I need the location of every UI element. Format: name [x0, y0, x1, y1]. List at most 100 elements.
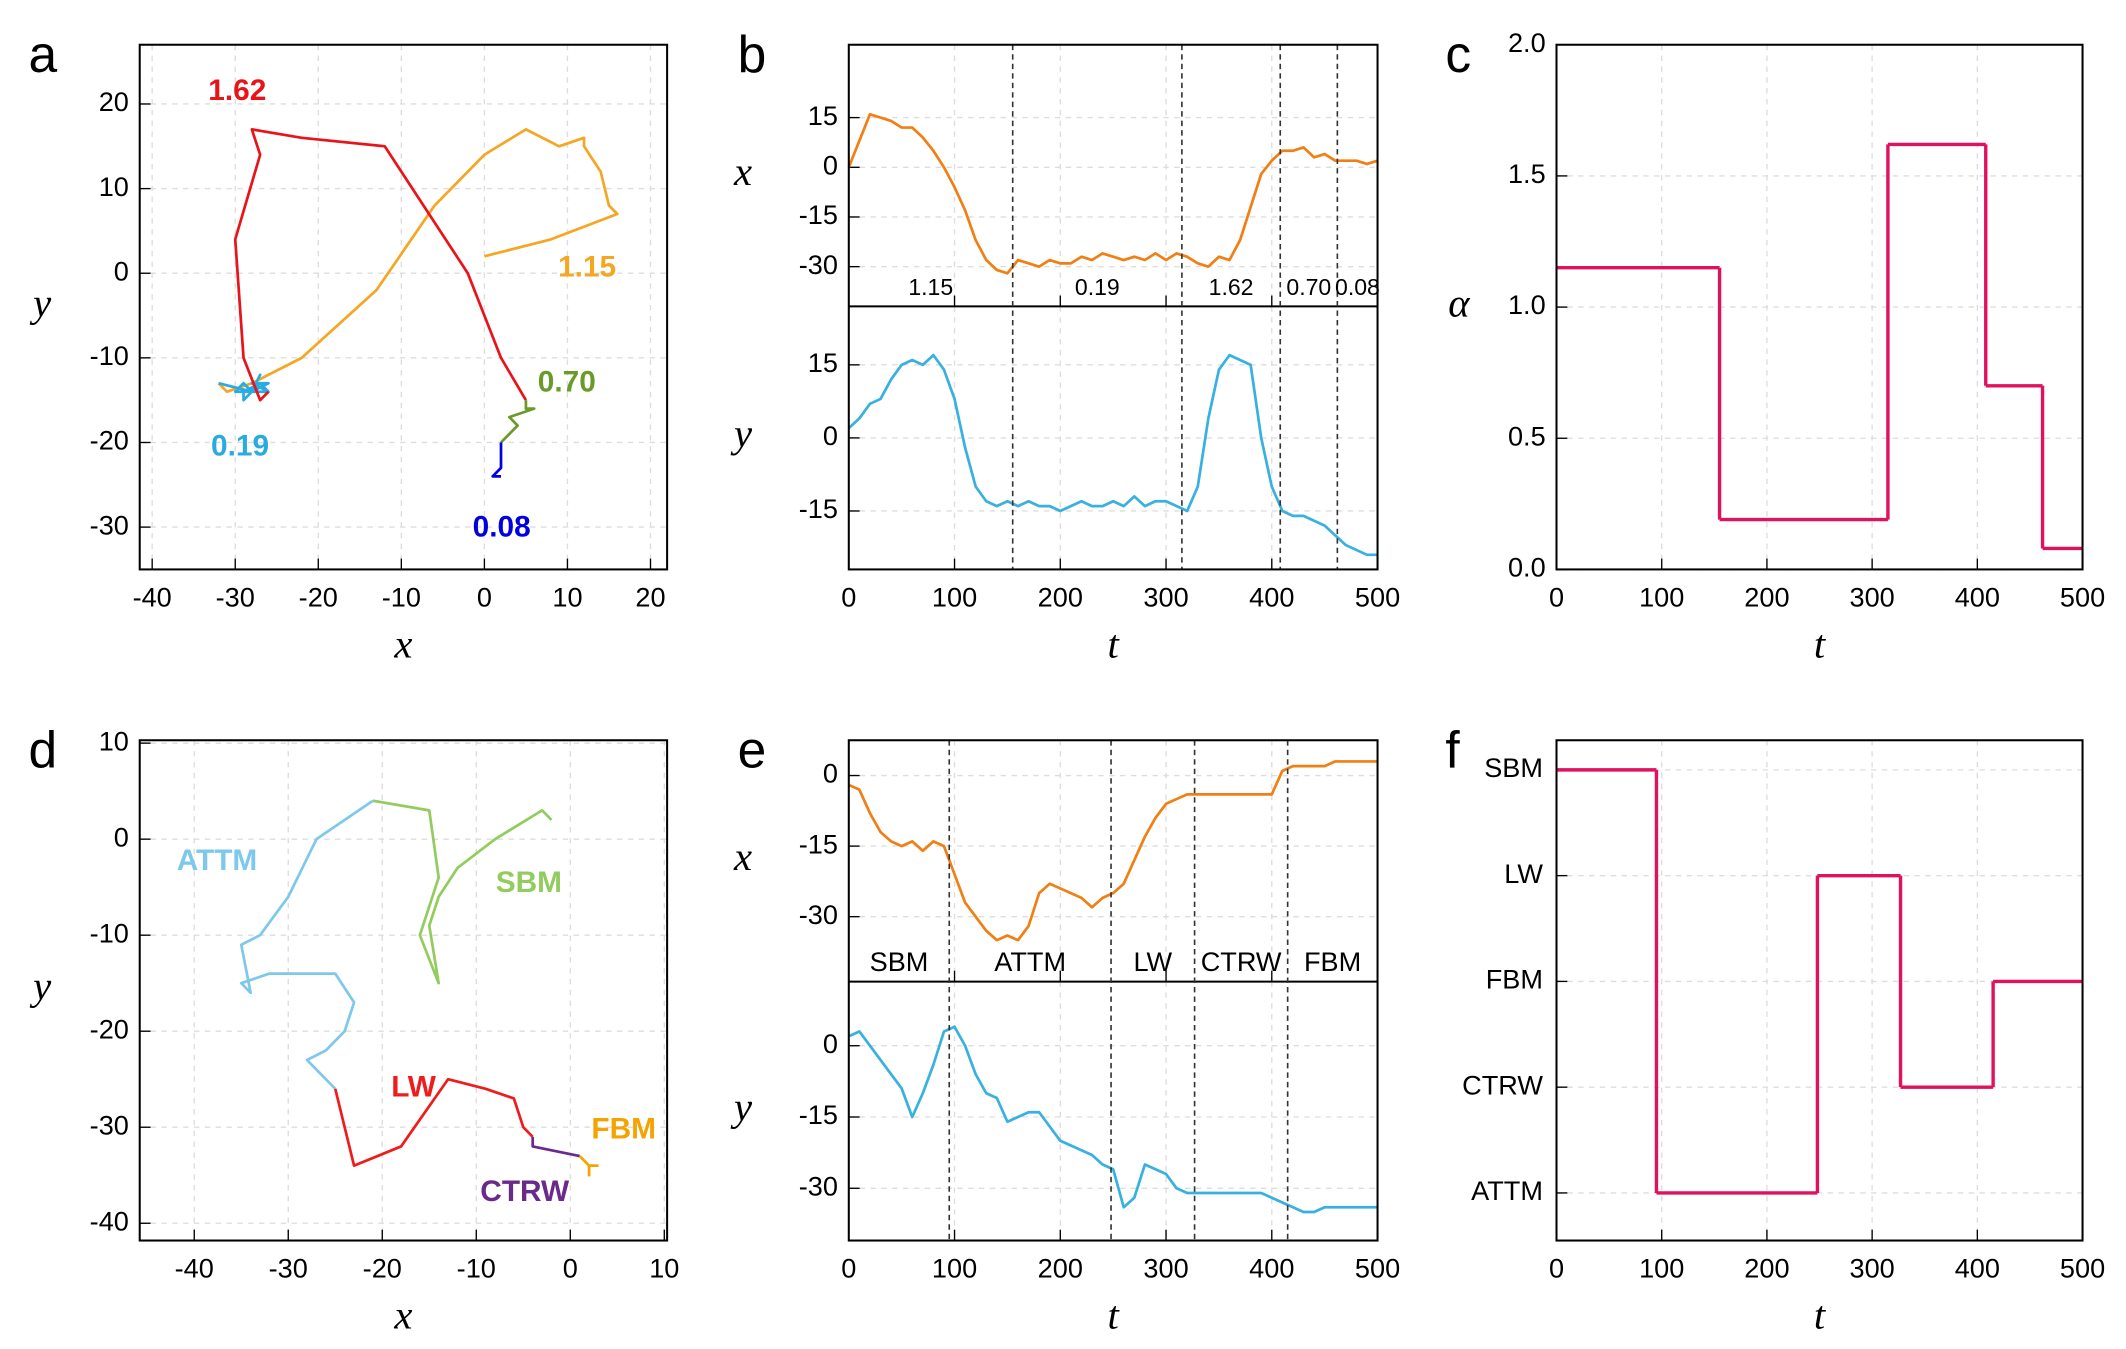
trajectory	[531, 1136, 580, 1158]
trajectory	[217, 128, 619, 394]
plot-frame	[847, 43, 1379, 571]
x-tick-label: 400	[1249, 581, 1294, 612]
x-tick-label: 0	[1549, 581, 1564, 612]
panel-letter: c	[1445, 25, 1471, 83]
segment-label: SBM	[870, 946, 929, 977]
x-tick-label: 0	[841, 581, 856, 612]
y-tick-label: 0	[823, 149, 838, 180]
segment-label: CTRW	[1201, 946, 1282, 977]
x-tick-label: 100	[1639, 1253, 1684, 1284]
y-tick-label: -40	[90, 1205, 129, 1236]
y-tick-label: 0.0	[1508, 552, 1546, 583]
panel-letter: a	[29, 25, 58, 83]
time-series	[848, 760, 1378, 942]
y-tick-label: 10	[99, 725, 129, 756]
y-tick-label: -15	[799, 493, 838, 524]
plot-frame	[1555, 739, 2084, 1242]
x-tick-label: 500	[1355, 1253, 1400, 1284]
y-tick-label: -30	[90, 1109, 129, 1140]
y-tick-label: -20	[90, 1013, 129, 1044]
trajectory	[491, 442, 503, 478]
trajectory	[578, 1155, 599, 1177]
segment-label: 0.08	[473, 511, 531, 544]
x-tick-label: 400	[1955, 581, 2000, 612]
y-axis-label: y	[29, 280, 52, 325]
y-tick-label: SBM	[1484, 752, 1543, 783]
x-tick-label: 200	[1038, 581, 1083, 612]
y-tick-label: 0	[114, 821, 129, 852]
x-tick-label: 300	[1850, 1253, 1895, 1284]
y-tick-label: -30	[90, 509, 129, 540]
trajectory	[500, 400, 536, 444]
segment-label: CTRW	[480, 1175, 570, 1208]
segment-label: LW	[1133, 946, 1172, 977]
x-axis-label: t	[1814, 621, 1827, 666]
segment-label: 0.70	[538, 366, 596, 399]
plot-frame	[847, 739, 1379, 1242]
x-tick-label: -10	[457, 1253, 496, 1284]
x-axis-label: x	[393, 1293, 412, 1338]
x-tick-label: 300	[1143, 581, 1188, 612]
y-tick-label: -10	[90, 917, 129, 948]
segment-label: 1.62	[208, 74, 266, 107]
x-tick-label: -40	[175, 1253, 214, 1284]
trajectory	[333, 1077, 534, 1167]
panel-letter: b	[738, 25, 767, 83]
y-tick-label: 0	[823, 420, 838, 451]
x-tick-label: 500	[2060, 1253, 2105, 1284]
y-axis-label: y	[29, 964, 52, 1009]
y-tick-label: -15	[799, 828, 838, 859]
x-tick-label: 200	[1744, 581, 1789, 612]
y-tick-label: 15	[808, 100, 838, 131]
y-tick-label: 1.0	[1508, 289, 1546, 320]
y-tick-label: 0.5	[1508, 420, 1546, 451]
x-tick-label: -30	[269, 1253, 308, 1284]
panel-letter: d	[29, 720, 58, 778]
y-tick-label: 20	[99, 86, 129, 117]
segment-label: SBM	[496, 866, 562, 899]
y-axis-label: x	[733, 834, 752, 879]
y-tick-label: -30	[799, 1170, 838, 1201]
x-tick-label: -20	[299, 581, 338, 612]
segment-label: ATTM	[177, 844, 258, 877]
x-tick-label: 500	[1355, 581, 1400, 612]
segment-label: LW	[391, 1071, 437, 1104]
segment-label: 0.70	[1286, 274, 1331, 300]
x-tick-label: 300	[1143, 1253, 1188, 1284]
trajectory	[239, 799, 374, 1090]
segment-label: 1.62	[1209, 274, 1254, 300]
y-axis-label: x	[733, 149, 752, 194]
plot-frame	[1555, 43, 2084, 571]
segment-label: 0.19	[211, 429, 269, 462]
x-axis-label: t	[1108, 1293, 1121, 1338]
x-tick-label: 10	[649, 1253, 679, 1284]
y-axis-label: y	[730, 411, 753, 456]
y-tick-label: 0	[114, 255, 129, 286]
y-tick-label: -10	[90, 340, 129, 371]
y-axis-label: y	[730, 1084, 753, 1129]
x-tick-label: 0	[563, 1253, 578, 1284]
panel-letter: e	[738, 720, 767, 778]
segment-label: FBM	[1304, 946, 1361, 977]
x-tick-label: 300	[1850, 581, 1895, 612]
x-tick-label: -10	[382, 581, 421, 612]
panel-letter: f	[1445, 720, 1460, 778]
trajectory	[218, 373, 270, 402]
x-tick-label: 0	[841, 1253, 856, 1284]
x-axis-label: t	[1814, 1293, 1827, 1338]
y-tick-label: -20	[90, 425, 129, 456]
y-tick-label: 0	[823, 1028, 838, 1059]
y-tick-label: FBM	[1486, 964, 1543, 995]
x-tick-label: 400	[1249, 1253, 1294, 1284]
x-tick-label: 200	[1744, 1253, 1789, 1284]
x-tick-label: 0	[477, 581, 492, 612]
segment-label: ATTM	[994, 946, 1066, 977]
segment-label: 0.08	[1335, 274, 1380, 300]
x-tick-label: 10	[552, 581, 582, 612]
segment-label: 0.19	[1075, 274, 1120, 300]
y-tick-label: LW	[1504, 858, 1543, 889]
y-tick-label: 2.0	[1508, 27, 1546, 58]
x-axis-label: t	[1108, 621, 1121, 666]
x-tick-label: 200	[1038, 1253, 1083, 1284]
